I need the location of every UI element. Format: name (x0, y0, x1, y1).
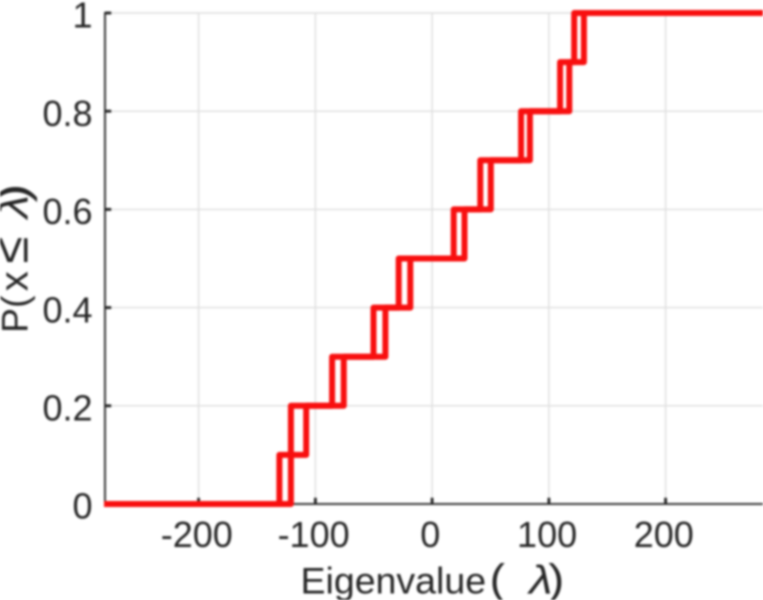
svg-text:λ: λ (527, 558, 552, 600)
svg-text:0: 0 (72, 486, 92, 527)
svg-text:≤: ≤ (0, 237, 38, 264)
svg-text:(: ( (490, 556, 506, 600)
svg-text:1: 1 (72, 0, 92, 36)
svg-text:P(: P( (0, 295, 35, 333)
svg-text:0: 0 (420, 514, 440, 555)
svg-text:-100: -100 (278, 514, 350, 555)
svg-text:0.2: 0.2 (42, 388, 92, 429)
svg-text:): ) (0, 183, 38, 202)
svg-text:200: 200 (634, 514, 694, 555)
svg-text:x: x (0, 271, 36, 291)
svg-text:Eigenvalue: Eigenvalue (301, 560, 487, 600)
svg-text:100: 100 (517, 514, 577, 555)
svg-text:0.6: 0.6 (42, 191, 92, 232)
svg-text:λ: λ (0, 195, 36, 220)
svg-text:0.8: 0.8 (42, 93, 92, 134)
svg-text:-200: -200 (161, 514, 233, 555)
svg-text:0.4: 0.4 (42, 289, 92, 330)
svg-text:): ) (548, 555, 564, 600)
